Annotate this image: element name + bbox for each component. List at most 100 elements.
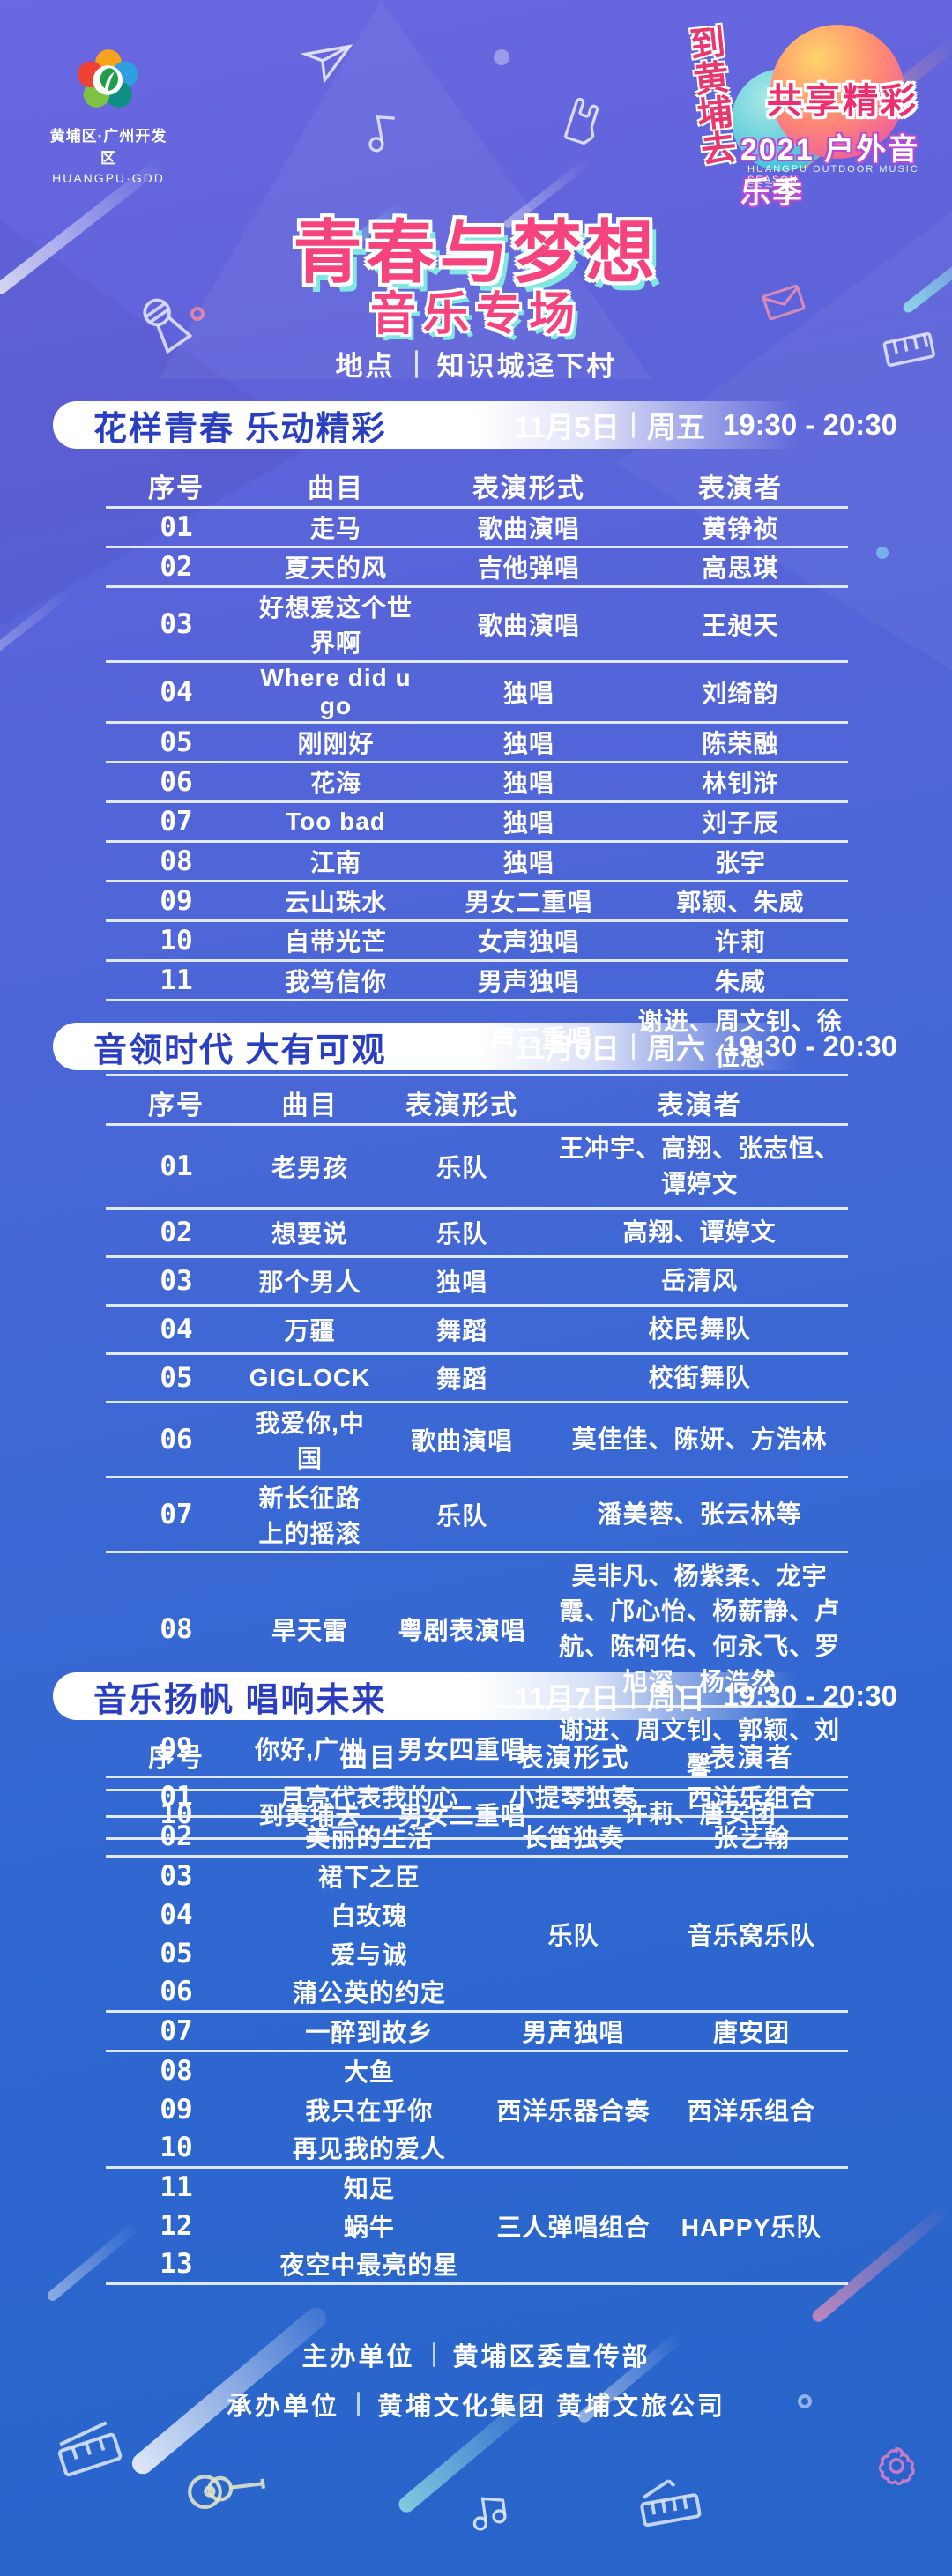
table-row: 04 万疆 舞蹈 校民舞队 bbox=[106, 1304, 848, 1354]
table-row: 02 夏天的风 吉他弹唱 高思琪 bbox=[106, 546, 848, 587]
cell-performer: 潘美蓉、张云林等 bbox=[551, 1476, 848, 1552]
cell-no: 02 bbox=[106, 1207, 247, 1257]
table-header-row: 序号 曲目 表演形式 表演者 bbox=[106, 1083, 848, 1126]
table-row: 04 白玫瑰 bbox=[106, 1895, 848, 1934]
col-header-form: 表演形式 bbox=[491, 1735, 656, 1778]
table-header-row: 序号 曲目 表演形式 表演者 bbox=[106, 1735, 848, 1778]
cell-form: 歌曲演唱 bbox=[425, 585, 633, 662]
undertaker-label: 承办单位 bbox=[226, 2393, 339, 2421]
cell-performer: 陈荣融 bbox=[632, 721, 848, 763]
col-header-form: 表演形式 bbox=[425, 465, 633, 509]
cell-performer: 唐安团 bbox=[655, 2010, 848, 2051]
cell-form: 舞蹈 bbox=[373, 1352, 552, 1403]
cell-song: 云山珠水 bbox=[246, 880, 426, 921]
cell-no: 10 bbox=[106, 919, 247, 961]
cell-form: 独唱 bbox=[425, 721, 633, 763]
section-header-nov5: 花样青春 乐动精彩 11月5日 周五 19:30 - 20:30 bbox=[53, 401, 899, 449]
season-title-en: HUANGPU OUTDOOR MUSIC SEASON bbox=[747, 164, 919, 185]
cell-no: 09 bbox=[106, 880, 247, 921]
left-logo-name-en: HUANGPU·GDD bbox=[52, 171, 165, 185]
cell-performer: 校民舞队 bbox=[551, 1304, 848, 1354]
cell-form: 长笛独奏 bbox=[491, 1815, 656, 1857]
cell-form: 歌曲演唱 bbox=[373, 1401, 552, 1478]
cell-performer: 郭颖、朱威 bbox=[632, 880, 848, 921]
separator bbox=[432, 2342, 435, 2367]
section-datetime: 11月5日 周五 19:30 - 20:30 bbox=[515, 401, 897, 449]
music-season-logo: 到黄埔去 共享精彩 2021 户外音乐季 HUANGPU OUTDOOR MUS… bbox=[683, 23, 936, 210]
cell-performer: 高翔、谭婷文 bbox=[551, 1207, 848, 1257]
section-datetime: 11月7日 周日 19:30 - 20:30 bbox=[515, 1672, 897, 1720]
col-header-performer: 表演者 bbox=[551, 1083, 848, 1126]
cell-performer: 高思琪 bbox=[632, 546, 848, 587]
table-row: 08 江南 独唱 张宇 bbox=[106, 840, 848, 882]
cell-no: 08 bbox=[106, 840, 247, 882]
cell-no: 10 bbox=[160, 2131, 193, 2163]
cell-performer: 刘绮韵 bbox=[632, 660, 848, 723]
cell-performer: 张宇 bbox=[632, 840, 848, 882]
section-time: 19:30 - 20:30 bbox=[722, 1679, 897, 1712]
table-row: 07 Too bad 独唱 刘子辰 bbox=[106, 800, 848, 842]
table-row: 09 我只在乎你 bbox=[106, 2090, 848, 2129]
keyboard-icon bbox=[627, 2462, 712, 2548]
page-title: 青春与梦想 bbox=[293, 213, 659, 291]
section-date: 11月7日 bbox=[514, 1682, 620, 1715]
cell-form: 乐队 bbox=[373, 1207, 552, 1257]
cell-song: 那个男人 bbox=[246, 1255, 374, 1306]
cell-song: 万疆 bbox=[246, 1304, 374, 1354]
cell-song: 再见我的爱人 bbox=[292, 2134, 446, 2163]
cell-no: 11 bbox=[106, 2166, 247, 2207]
cell-no: 01 bbox=[106, 506, 247, 547]
col-header-no: 序号 bbox=[106, 465, 247, 509]
section-weekday: 周日 bbox=[646, 1682, 705, 1715]
cell-song: 花海 bbox=[246, 761, 426, 802]
cell-form: 独唱 bbox=[373, 1255, 552, 1306]
table-row: 02 美丽的生活 长笛独奏 张艺翰 bbox=[106, 1815, 848, 1857]
cell-form: 独唱 bbox=[425, 800, 633, 842]
cell-no: 06 bbox=[106, 1401, 247, 1478]
cell-no: 12 bbox=[160, 2209, 193, 2242]
section-weekday: 周五 bbox=[646, 411, 705, 443]
cell-no: 02 bbox=[106, 546, 247, 587]
cell-performer: 吴非凡、杨紫柔、龙宇霞、邝心怡、杨薪静、卢航、陈柯佑、何永飞、罗旭深、杨浩然 bbox=[551, 1551, 848, 1707]
cell-performer: 岳清风 bbox=[551, 1255, 848, 1306]
cell-no: 05 bbox=[106, 1352, 247, 1403]
rock-hand-icon bbox=[548, 88, 615, 155]
table-row: 05 爱与诚 bbox=[106, 1934, 848, 1973]
cell-song: GIGLOCK bbox=[246, 1352, 374, 1403]
cell-song: 蜗牛 bbox=[343, 2213, 395, 2241]
guitar-icon bbox=[167, 2432, 280, 2546]
col-header-performer: 表演者 bbox=[655, 1735, 848, 1778]
cell-performer: 许莉 bbox=[632, 919, 848, 961]
cell-form: 男声独唱 bbox=[425, 959, 633, 1001]
table-row: 11 我笃信你 男声独唱 朱威 bbox=[106, 959, 848, 1001]
flower-icon bbox=[871, 2440, 922, 2491]
section-time: 19:30 - 20:30 bbox=[722, 408, 897, 441]
dot bbox=[494, 49, 509, 65]
cell-no: 04 bbox=[106, 660, 247, 723]
cell-no: 02 bbox=[106, 1815, 247, 1857]
cell-form: 西洋乐器合奏 bbox=[491, 2050, 656, 2168]
cell-song: 爱与诚 bbox=[331, 1940, 408, 1969]
cell-song: 走马 bbox=[246, 506, 426, 547]
cell-form: 舞蹈 bbox=[373, 1304, 552, 1354]
cell-no: 07 bbox=[106, 1476, 247, 1552]
section-header-nov6: 音领时代 大有可观 11月6日 周六 19:30 - 20:30 bbox=[53, 1023, 899, 1070]
cell-song: 大鱼 bbox=[246, 2050, 492, 2090]
undertaker-value: 黄埔文化集团 黄埔文旅公司 bbox=[376, 2393, 726, 2421]
section-time: 19:30 - 20:30 bbox=[722, 1030, 897, 1062]
paper-plane-icon bbox=[292, 26, 358, 92]
cell-performer: 朱威 bbox=[632, 959, 848, 1001]
cell-performer: 校街舞队 bbox=[551, 1352, 848, 1403]
cell-performer: 西洋乐组合 bbox=[655, 1776, 848, 1817]
cell-no: 08 bbox=[106, 2050, 247, 2090]
separator bbox=[631, 412, 635, 438]
table-row: 10 自带光芒 女声独唱 许莉 bbox=[106, 919, 848, 961]
dot bbox=[876, 547, 889, 559]
organizer-label: 主办单位 bbox=[301, 2343, 415, 2371]
waves-decoration: ≈≈≈ bbox=[746, 178, 775, 193]
col-header-no: 序号 bbox=[106, 1083, 247, 1126]
cell-form: 独唱 bbox=[425, 761, 633, 802]
cell-performer: 林钊浒 bbox=[632, 761, 848, 802]
cell-form: 乐队 bbox=[373, 1123, 552, 1209]
cell-song: 好想爱这个世界啊 bbox=[246, 585, 426, 662]
